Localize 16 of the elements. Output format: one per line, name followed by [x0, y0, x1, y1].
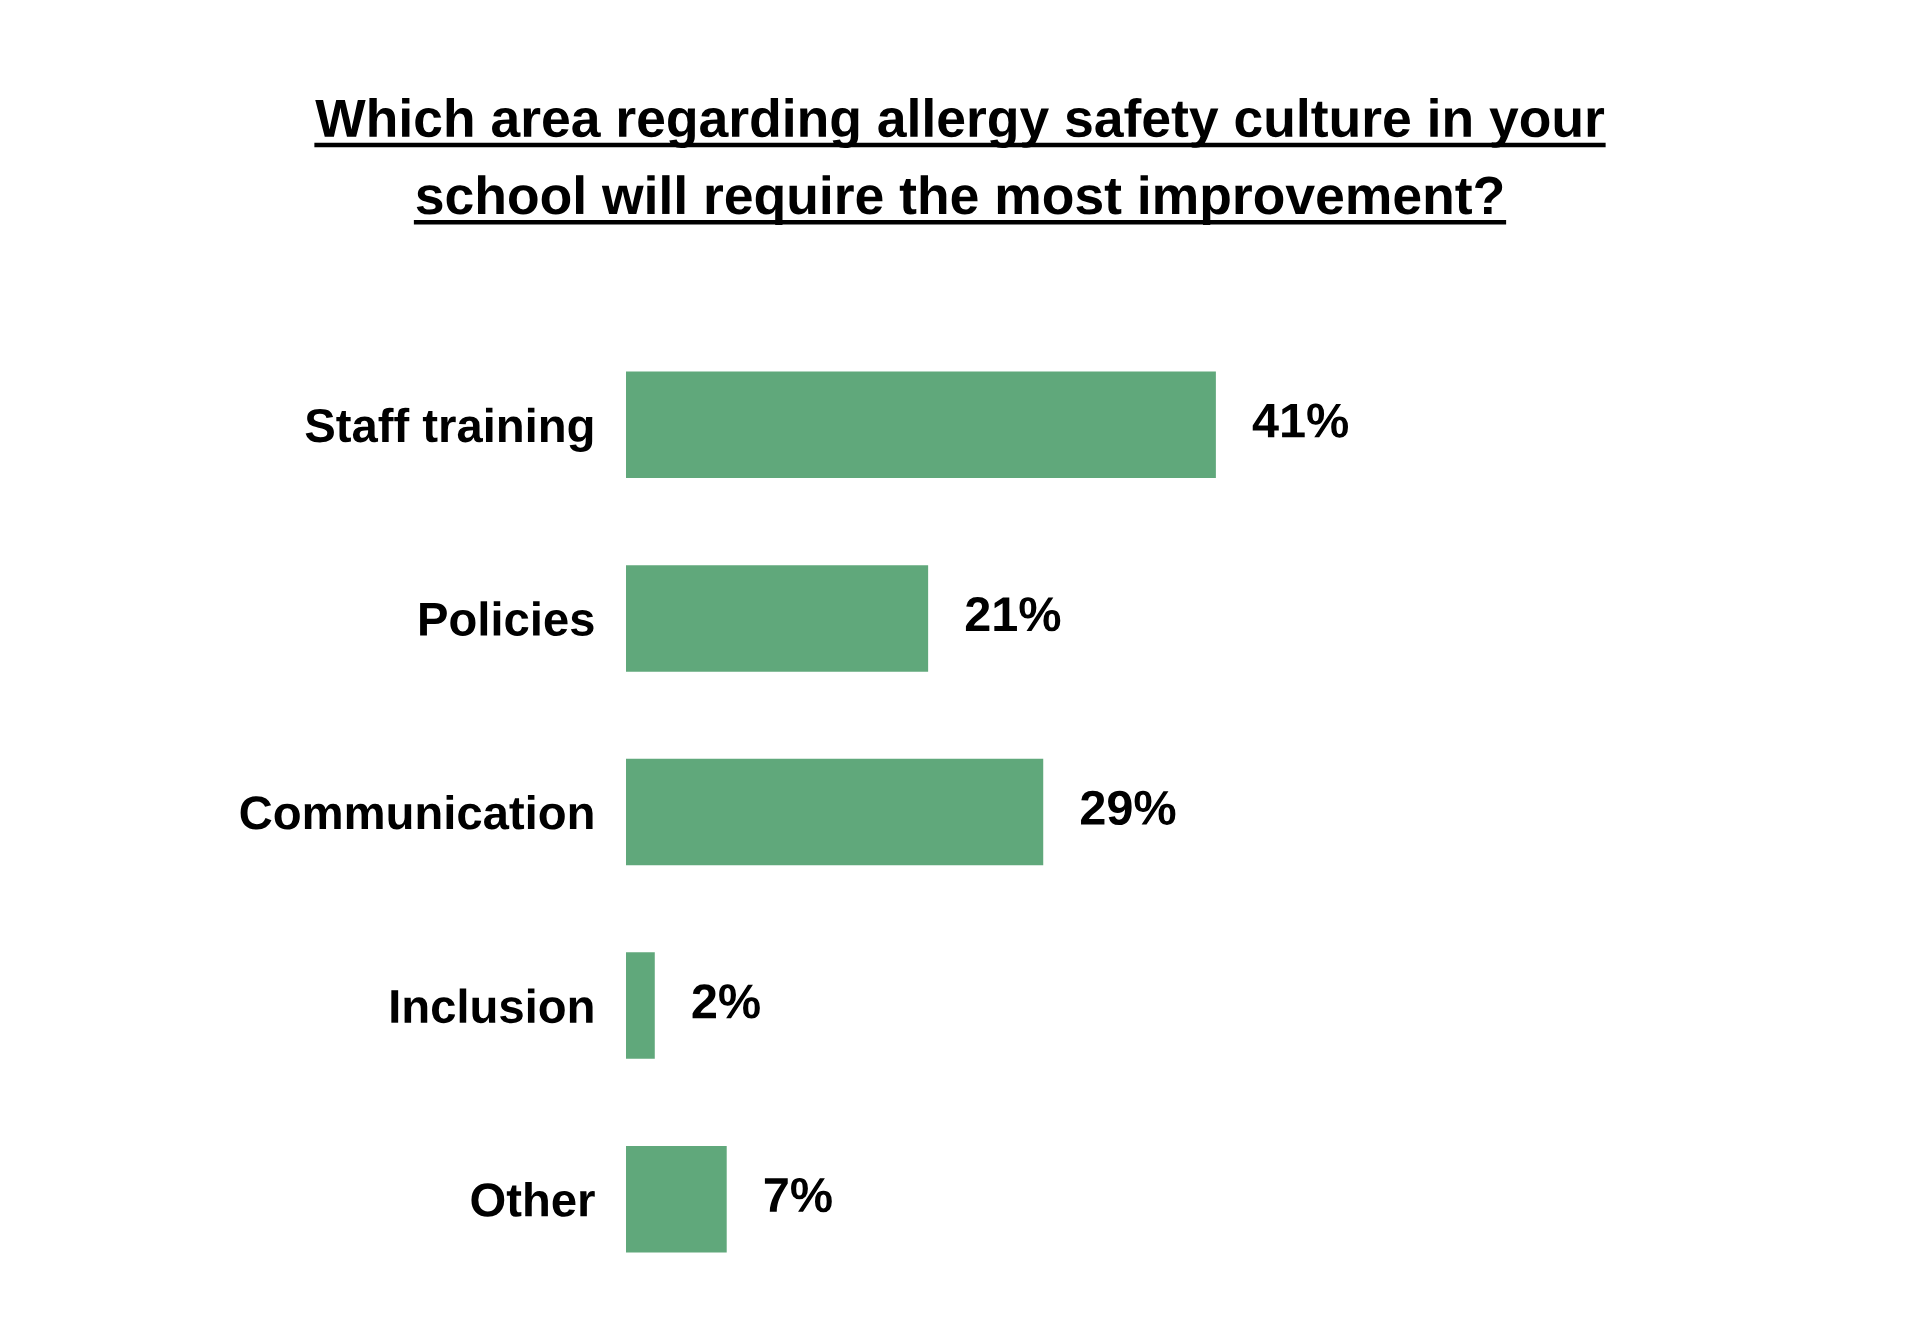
y-tick-label: Policies	[420, 601, 594, 636]
data-label: 2%	[692, 984, 760, 1019]
data-label: 29%	[1081, 790, 1176, 826]
chart-title: Which area regarding allergy safety culture in your school will require the most improvement?	[315, 98, 1605, 226]
bar	[626, 952, 655, 1059]
y-tick-label: Inclusion	[391, 988, 593, 1024]
bar	[626, 371, 1216, 479]
data-label: 7%	[764, 1177, 832, 1213]
data-label: 21%	[965, 597, 1061, 632]
y-tick-label: Communication	[240, 794, 593, 830]
bar	[626, 1145, 727, 1253]
y-tick-label: Other	[471, 1182, 595, 1217]
bar	[626, 565, 929, 672]
data-label: 41%	[1252, 403, 1348, 438]
y-tick-label: Staff training	[305, 407, 593, 452]
bar	[626, 758, 1044, 866]
